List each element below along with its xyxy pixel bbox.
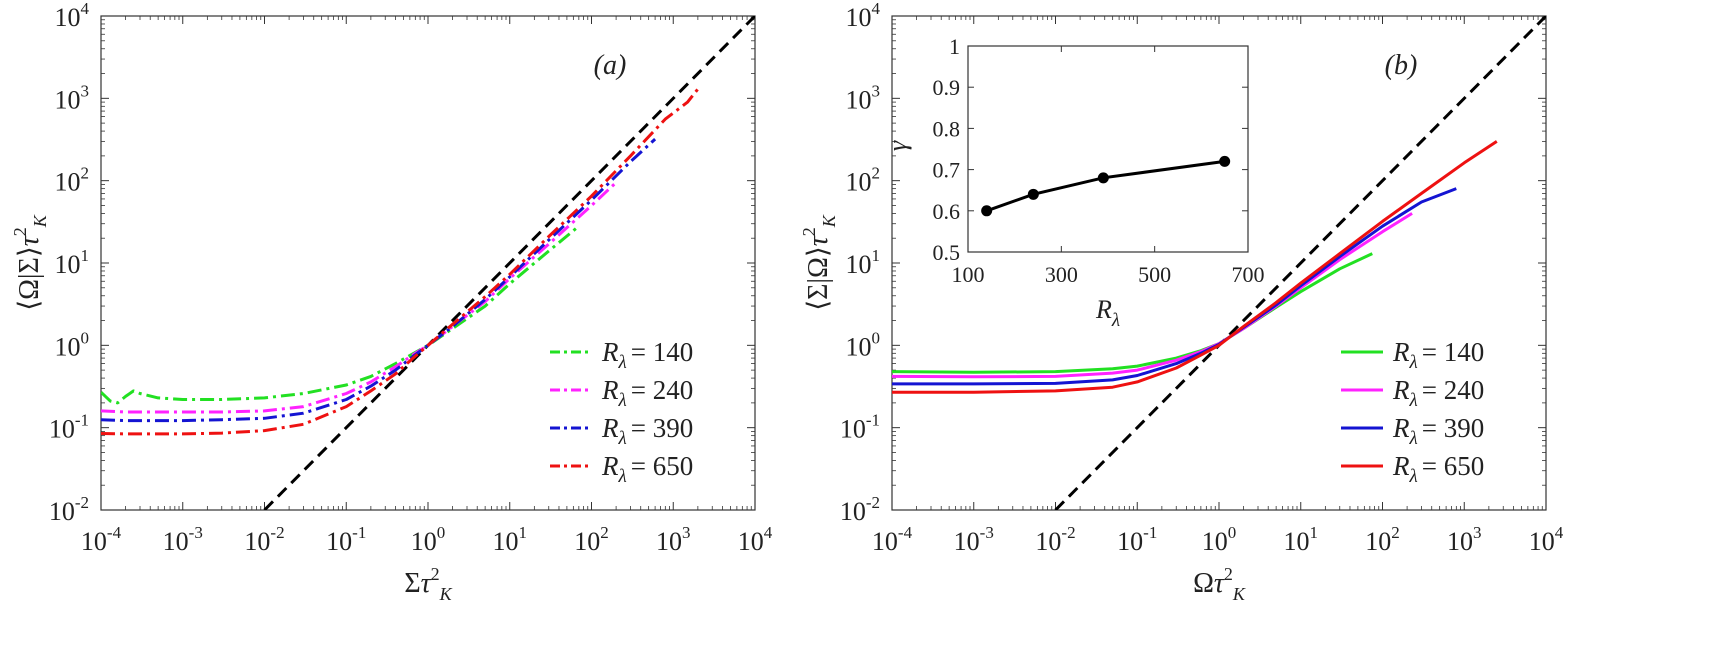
inset-y-tick-label: 0.7 — [933, 158, 961, 183]
x-tick-label: 10-1 — [1117, 523, 1157, 556]
y-tick-label: 10-1 — [49, 411, 89, 444]
plot-area — [892, 16, 1546, 510]
x-tick-label: 10-3 — [954, 523, 994, 556]
x-tick-label: 102 — [574, 523, 609, 556]
x-tick-label: 103 — [1447, 523, 1482, 556]
inset-data-point — [1097, 172, 1109, 184]
y-tick-label: 100 — [846, 328, 881, 361]
y-tick-label: 100 — [55, 328, 90, 361]
reference-line-slope-1 — [1054, 16, 1546, 510]
y-axis-label: ⟨Σ|Ω⟩τ2K — [799, 214, 839, 311]
panel-label: (b) — [1385, 50, 1418, 81]
x-tick-label: 102 — [1365, 523, 1400, 556]
legend-label-3: Rλ = 650 — [601, 451, 693, 487]
x-tick-label: 10-3 — [163, 523, 203, 556]
y-tick-label: 101 — [55, 246, 90, 279]
series-line-2 — [101, 137, 657, 423]
inset-y-tick-label: 0.6 — [933, 199, 961, 224]
y-tick-label: 101 — [846, 246, 881, 279]
x-tick-label: 104 — [738, 523, 773, 556]
inset-y-tick-label: 0.5 — [933, 240, 961, 265]
x-tick-label: 103 — [656, 523, 691, 556]
legend-label-1: Rλ = 240 — [1392, 375, 1484, 411]
inset-series-line — [986, 159, 1225, 213]
y-tick-label: 10-2 — [49, 493, 89, 526]
legend-label-0: Rλ = 140 — [601, 337, 693, 373]
panel-a: 10-4 10-3 10-2 10-1 100 101 102 103 104 10-2 10-1 1… — [10, 0, 773, 604]
inset-x-tick-label: 700 — [1232, 262, 1265, 287]
legend-label-2: Rλ = 390 — [1392, 413, 1484, 449]
x-tick-label: 101 — [1284, 523, 1319, 556]
inset-data-point — [1027, 188, 1039, 200]
legend-label-1: Rλ = 240 — [601, 375, 693, 411]
series-line-1 — [101, 181, 618, 414]
y-tick-label: 102 — [55, 164, 90, 197]
inset-x-tick-label: 300 — [1045, 262, 1078, 287]
y-tick-label: 104 — [846, 0, 881, 32]
legend-label-2: Rλ = 390 — [601, 413, 693, 449]
inset-gamma-vs-reynolds: 100 300 500 700 0.5 0.6 0.7 0.8 0.9 1 Rλ γ — [883, 34, 1265, 331]
y-tick-label: 104 — [55, 0, 90, 32]
inset-y-tick-label: 0.8 — [933, 116, 961, 141]
inset-x-axis-label: Rλ — [1095, 295, 1120, 331]
series-line-3 — [101, 88, 700, 436]
x-tick-label: 10-2 — [1035, 523, 1075, 556]
x-tick-label: 10-4 — [872, 523, 913, 556]
reference-line-slope-1 — [263, 16, 755, 510]
inset-frame — [967, 45, 1249, 253]
y-tick-label: 102 — [846, 164, 881, 197]
x-tick-label: 101 — [493, 523, 528, 556]
inset-data-point — [1219, 155, 1231, 167]
legend-label-0: Rλ = 140 — [1392, 337, 1484, 373]
x-tick-label: 100 — [1202, 523, 1237, 556]
panel-b: 10-4 10-3 10-2 10-1 100 101 102 103 104 10-2 10-1 1… — [799, 0, 1564, 604]
inset-x-tick-label: 100 — [952, 262, 985, 287]
panel-label: (a) — [594, 50, 627, 81]
inset-y-tick-label: 0.9 — [933, 75, 961, 100]
inset-y-tick-label: 1 — [949, 34, 960, 59]
x-axis-label: Ωτ2K — [1193, 564, 1246, 604]
y-tick-label: 103 — [846, 81, 881, 114]
y-tick-label: 103 — [55, 81, 90, 114]
inset-data-point — [981, 205, 993, 217]
x-tick-label: 104 — [1529, 523, 1564, 556]
series-line-3 — [892, 140, 1498, 394]
inset-y-axis-label: γ — [883, 140, 912, 151]
y-axis-label: ⟨Ω|Σ⟩τ2K — [10, 214, 50, 311]
x-tick-label: 10-2 — [244, 523, 284, 556]
y-tick-label: 10-2 — [840, 493, 880, 526]
x-axis-label: Στ2K — [404, 564, 452, 604]
legend-label-3: Rλ = 650 — [1392, 451, 1484, 487]
series-line-0 — [101, 225, 580, 405]
plot-area — [101, 16, 755, 510]
x-tick-label: 10-4 — [81, 523, 122, 556]
y-tick-label: 10-1 — [840, 411, 880, 444]
inset-x-tick-label: 500 — [1138, 262, 1171, 287]
x-tick-label: 10-1 — [326, 523, 366, 556]
x-tick-label: 100 — [411, 523, 446, 556]
